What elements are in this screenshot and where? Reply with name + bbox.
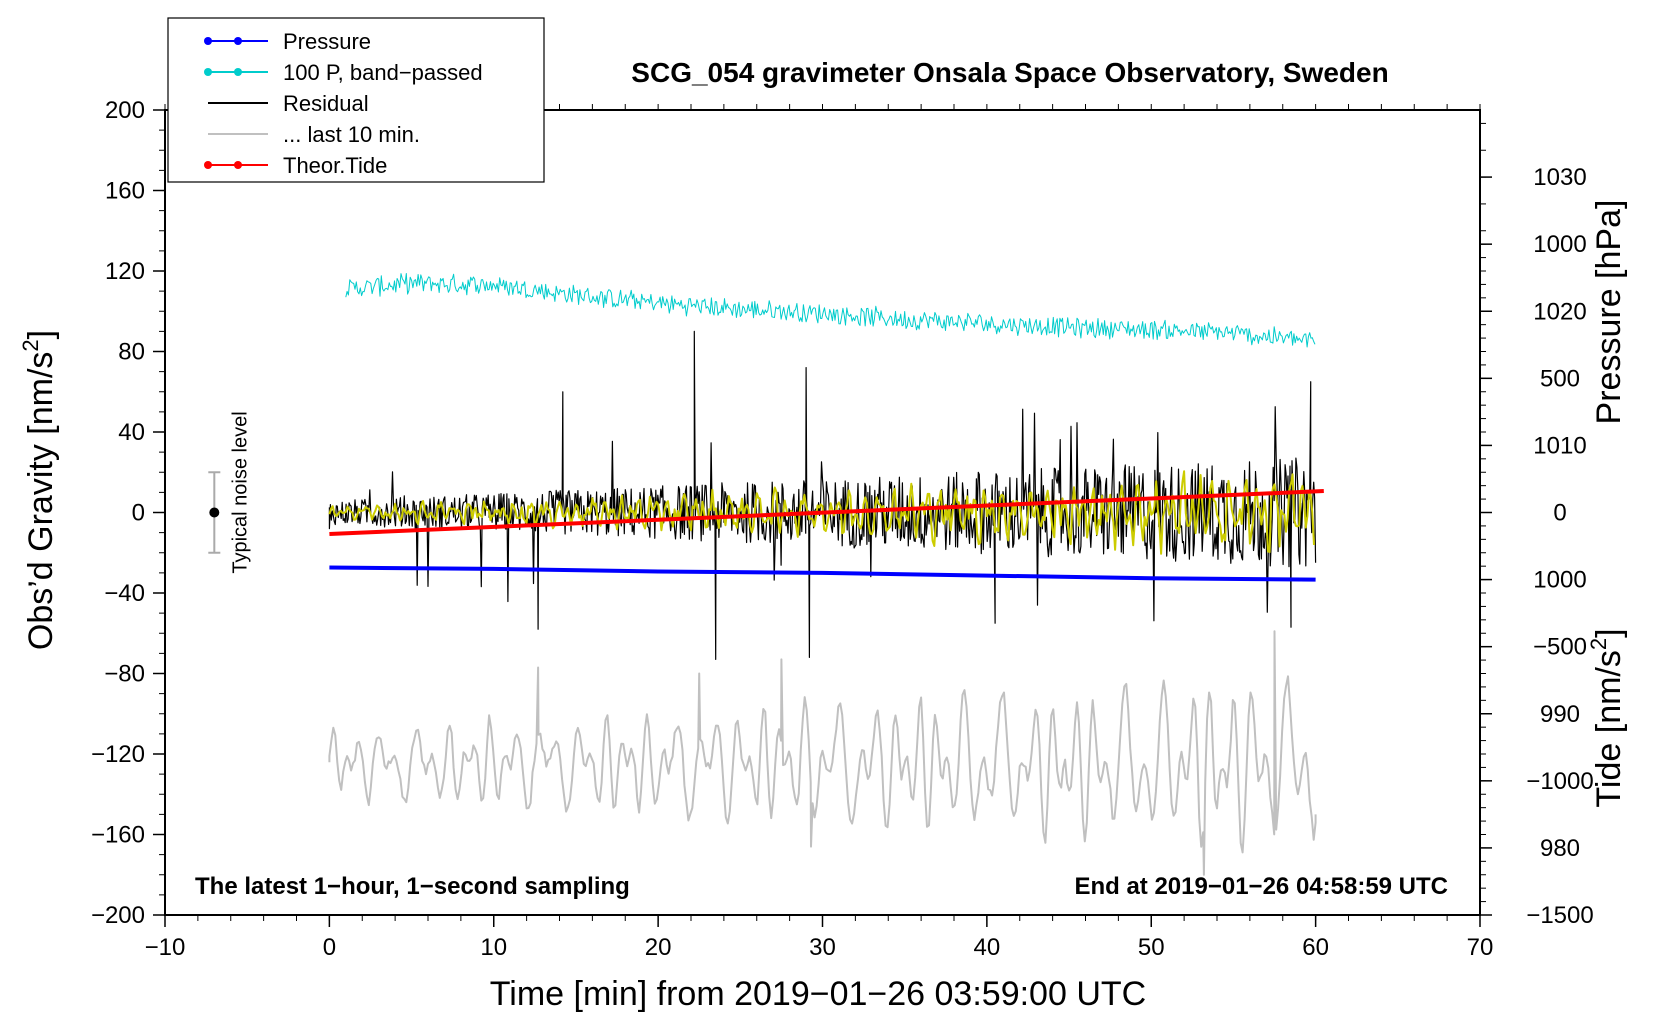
y-tick-label: 0 bbox=[132, 500, 145, 527]
legend-marker bbox=[204, 161, 212, 169]
annotation-right: End at 2019−01−26 04:58:59 UTC bbox=[1074, 873, 1448, 900]
legend-marker bbox=[234, 37, 242, 45]
y-axis-label-tide-text: Tide [nm/s bbox=[1590, 650, 1628, 807]
y-tick-label: 120 bbox=[105, 258, 145, 285]
pressure-tick-label: 1010 bbox=[1533, 432, 1586, 459]
tide-tick-label: 0 bbox=[1553, 500, 1566, 527]
y-axis-label-tide-close: ] bbox=[1590, 628, 1628, 637]
tide-series-line bbox=[329, 489, 1324, 536]
x-tick-label: 30 bbox=[809, 934, 836, 961]
x-tick-label: 50 bbox=[1138, 934, 1165, 961]
y-axis-label-main-text: Obs’d Gravity [nm/s bbox=[22, 352, 60, 651]
y-tick-label: 40 bbox=[118, 419, 145, 446]
legend-label: Pressure bbox=[283, 29, 371, 54]
pressure-series-line bbox=[329, 565, 1316, 582]
noise-indicator: Typical noise level bbox=[208, 411, 251, 574]
x-tick-label: 70 bbox=[1467, 934, 1494, 961]
legend-marker bbox=[234, 68, 242, 76]
y-axis-label-main-sup: 2 bbox=[18, 339, 43, 351]
cyan-series-line bbox=[345, 273, 1316, 348]
tide-tick-label: 1000 bbox=[1533, 231, 1586, 258]
tide-tick-label: −500 bbox=[1533, 634, 1587, 661]
x-tick-label: 60 bbox=[1302, 934, 1329, 961]
ticks-layer: −10 0 10 20 30 40 50 60 7020016012080400−40−80−1… bbox=[91, 97, 1594, 961]
y-axis-label-main: Obs’d Gravity [nm/s2] bbox=[18, 330, 60, 650]
x-tick-label: 0 bbox=[323, 934, 336, 961]
y-axis-label-main-close: ] bbox=[22, 330, 60, 339]
legend-marker bbox=[204, 37, 212, 45]
tide-tick-label: −1500 bbox=[1526, 902, 1593, 929]
pressure-tick-label: 990 bbox=[1540, 701, 1580, 728]
legend: Pressure 100 P, band−passed Residual ... la… bbox=[167, 17, 545, 183]
pressure-tick-label: 1000 bbox=[1533, 567, 1586, 594]
gray-series-line bbox=[328, 630, 1317, 876]
noise-label: Typical noise level bbox=[229, 411, 251, 573]
legend-marker bbox=[234, 161, 242, 169]
legend-label: Theor.Tide bbox=[283, 153, 387, 178]
y-tick-label: 80 bbox=[118, 339, 145, 366]
y-tick-label: −120 bbox=[91, 741, 145, 768]
legend-box bbox=[167, 17, 545, 183]
y-axis-label-tide-sup: 2 bbox=[1586, 638, 1611, 650]
legend-label: Residual bbox=[283, 91, 369, 116]
x-tick-label: 20 bbox=[645, 934, 672, 961]
series-layer bbox=[328, 273, 1324, 876]
y-axis-label-tide: Tide [nm/s2] bbox=[1586, 628, 1628, 807]
smoothed-series-line bbox=[328, 470, 1315, 555]
legend-label: ... last 10 min. bbox=[283, 122, 420, 147]
pressure-tick-label: 1020 bbox=[1533, 298, 1586, 325]
y-tick-label: 200 bbox=[105, 97, 145, 124]
x-axis-label: Time [min] from 2019−01−26 03:59:00 UTC bbox=[490, 975, 1146, 1013]
tide-tick-label: 500 bbox=[1540, 365, 1580, 392]
y-tick-label: 160 bbox=[105, 178, 145, 205]
x-tick-label: −10 bbox=[145, 934, 186, 961]
y-tick-label: −80 bbox=[104, 661, 145, 688]
chart-title: SCG_054 gravimeter Onsala Space Observat… bbox=[631, 57, 1388, 88]
noise-dot bbox=[209, 507, 220, 518]
y-tick-label: −160 bbox=[91, 822, 145, 849]
x-tick-label: 10 bbox=[480, 934, 507, 961]
annotation-left: The latest 1−hour, 1−second sampling bbox=[195, 873, 630, 900]
legend-marker bbox=[204, 68, 212, 76]
y-tick-label: −200 bbox=[91, 902, 145, 929]
pressure-tick-label: 1030 bbox=[1533, 164, 1586, 191]
y-axis-label-pressure: Pressure [hPa] bbox=[1590, 200, 1628, 425]
x-tick-label: 40 bbox=[974, 934, 1001, 961]
y-tick-label: −40 bbox=[104, 580, 145, 607]
tide-tick-label: −1000 bbox=[1526, 768, 1593, 795]
legend-label: 100 P, band−passed bbox=[283, 60, 483, 85]
pressure-tick-label: 980 bbox=[1540, 835, 1580, 862]
legend-items: Pressure 100 P, band−passed Residual ... la… bbox=[204, 29, 483, 178]
